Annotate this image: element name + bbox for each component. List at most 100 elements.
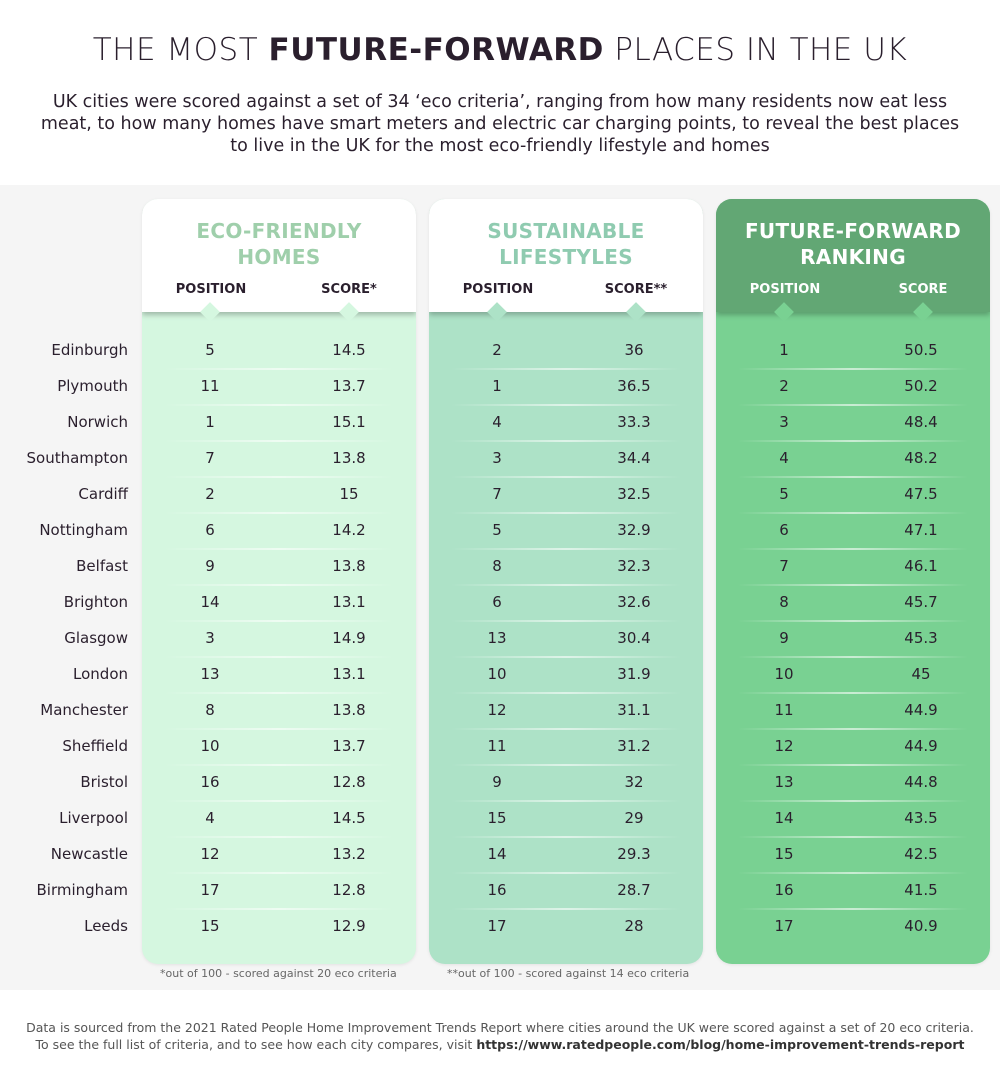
group-title: FUTURE-FORWARD RANKING bbox=[716, 218, 990, 270]
homes-score: 15 bbox=[339, 485, 359, 503]
row-divider bbox=[738, 872, 968, 874]
homes-position: 3 bbox=[205, 629, 215, 647]
lifestyles-score: 29.3 bbox=[617, 845, 651, 863]
row-divider bbox=[738, 836, 968, 838]
homes-position: 13 bbox=[200, 665, 220, 683]
homes-position: 7 bbox=[205, 449, 215, 467]
col-header-position: POSITION bbox=[462, 282, 534, 297]
lifestyles-position: 12 bbox=[487, 701, 507, 719]
row-divider bbox=[164, 908, 394, 910]
lifestyles-position: 2 bbox=[492, 341, 502, 359]
lifestyles-score: 31.2 bbox=[617, 737, 651, 755]
row-divider bbox=[164, 548, 394, 550]
row-divider bbox=[451, 692, 681, 694]
col-header-score: SCORE** bbox=[604, 282, 668, 297]
row-divider bbox=[451, 800, 681, 802]
city-name: Newcastle bbox=[50, 845, 128, 863]
row-divider bbox=[738, 800, 968, 802]
city-name: Nottingham bbox=[39, 521, 128, 539]
card-header-lifestyles: SUSTAINABLE LIFESTYLES POSITION SCORE** bbox=[429, 199, 703, 322]
card-header-ranking: FUTURE-FORWARD RANKING POSITION SCORE bbox=[716, 199, 990, 322]
source-line-2: To see the full list of criteria, and to… bbox=[35, 1037, 477, 1052]
ranking-score: 48.2 bbox=[904, 449, 938, 467]
lifestyles-score: 34.4 bbox=[617, 449, 651, 467]
homes-score: 13.1 bbox=[332, 593, 366, 611]
row-divider bbox=[164, 584, 394, 586]
ranking-score: 42.5 bbox=[904, 845, 938, 863]
subtitle: UK cities were scored against a set of 3… bbox=[40, 92, 960, 156]
homes-position: 6 bbox=[205, 521, 215, 539]
row-divider bbox=[164, 728, 394, 730]
homes-footnote: *out of 100 - scored against 20 eco crit… bbox=[160, 967, 397, 980]
ranking-score: 46.1 bbox=[904, 557, 938, 575]
ranking-score: 43.5 bbox=[904, 809, 938, 827]
ranking-position: 13 bbox=[774, 773, 794, 791]
row-divider bbox=[738, 440, 968, 442]
ranking-position: 5 bbox=[779, 485, 789, 503]
lifestyles-score: 28 bbox=[624, 917, 644, 935]
city-name: Belfast bbox=[76, 557, 128, 575]
source-line-1: Data is sourced from the 2021 Rated Peop… bbox=[26, 1020, 974, 1035]
ranking-score: 47.5 bbox=[904, 485, 938, 503]
row-divider bbox=[164, 836, 394, 838]
lifestyles-position: 11 bbox=[487, 737, 507, 755]
source-link[interactable]: https://www.ratedpeople.com/blog/home-im… bbox=[476, 1037, 965, 1052]
city-name: Leeds bbox=[84, 917, 128, 935]
homes-position: 11 bbox=[200, 377, 220, 395]
row-divider bbox=[451, 728, 681, 730]
pointer-notch bbox=[913, 302, 933, 322]
homes-position: 17 bbox=[200, 881, 220, 899]
pointer-notch bbox=[200, 302, 220, 322]
row-divider bbox=[451, 656, 681, 658]
col-header-position: POSITION bbox=[175, 282, 247, 297]
ranking-position: 7 bbox=[779, 557, 789, 575]
ranking-position: 11 bbox=[774, 701, 794, 719]
pointer-notch bbox=[774, 302, 794, 322]
row-divider bbox=[451, 476, 681, 478]
page-title: THE MOST FUTURE-FORWARD PLACES IN THE UK bbox=[0, 32, 1000, 68]
homes-score: 12.8 bbox=[332, 881, 366, 899]
homes-score: 14.5 bbox=[332, 809, 366, 827]
row-divider bbox=[164, 476, 394, 478]
homes-position: 10 bbox=[200, 737, 220, 755]
ranking-score: 50.2 bbox=[904, 377, 938, 395]
homes-position: 8 bbox=[205, 701, 215, 719]
city-name: Southampton bbox=[26, 449, 128, 467]
row-divider bbox=[451, 836, 681, 838]
ranking-position: 10 bbox=[774, 665, 794, 683]
city-name: Plymouth bbox=[57, 377, 128, 395]
row-divider bbox=[738, 512, 968, 514]
ranking-score: 40.9 bbox=[904, 917, 938, 935]
row-divider bbox=[164, 620, 394, 622]
ranking-score: 45.7 bbox=[904, 593, 938, 611]
homes-score: 13.8 bbox=[332, 701, 366, 719]
lifestyles-position: 3 bbox=[492, 449, 502, 467]
lifestyles-score: 32.5 bbox=[617, 485, 651, 503]
ranking-position: 4 bbox=[779, 449, 789, 467]
homes-score: 13.8 bbox=[332, 449, 366, 467]
row-divider bbox=[164, 656, 394, 658]
ranking-position: 12 bbox=[774, 737, 794, 755]
row-divider bbox=[738, 476, 968, 478]
row-divider bbox=[738, 368, 968, 370]
ranking-position: 6 bbox=[779, 521, 789, 539]
city-name: Sheffield bbox=[62, 737, 128, 755]
row-divider bbox=[164, 800, 394, 802]
row-divider bbox=[451, 584, 681, 586]
city-name: Birmingham bbox=[36, 881, 128, 899]
ranking-position: 1 bbox=[779, 341, 789, 359]
row-divider bbox=[451, 368, 681, 370]
lifestyles-position: 6 bbox=[492, 593, 502, 611]
lifestyles-score: 29 bbox=[624, 809, 644, 827]
ranking-position: 3 bbox=[779, 413, 789, 431]
ranking-position: 14 bbox=[774, 809, 794, 827]
lifestyles-position: 16 bbox=[487, 881, 507, 899]
row-divider bbox=[738, 908, 968, 910]
lifestyles-position: 15 bbox=[487, 809, 507, 827]
lifestyles-score: 32.3 bbox=[617, 557, 651, 575]
row-divider bbox=[164, 512, 394, 514]
row-divider bbox=[738, 728, 968, 730]
ranking-score: 48.4 bbox=[904, 413, 938, 431]
row-divider bbox=[738, 656, 968, 658]
ranking-position: 8 bbox=[779, 593, 789, 611]
